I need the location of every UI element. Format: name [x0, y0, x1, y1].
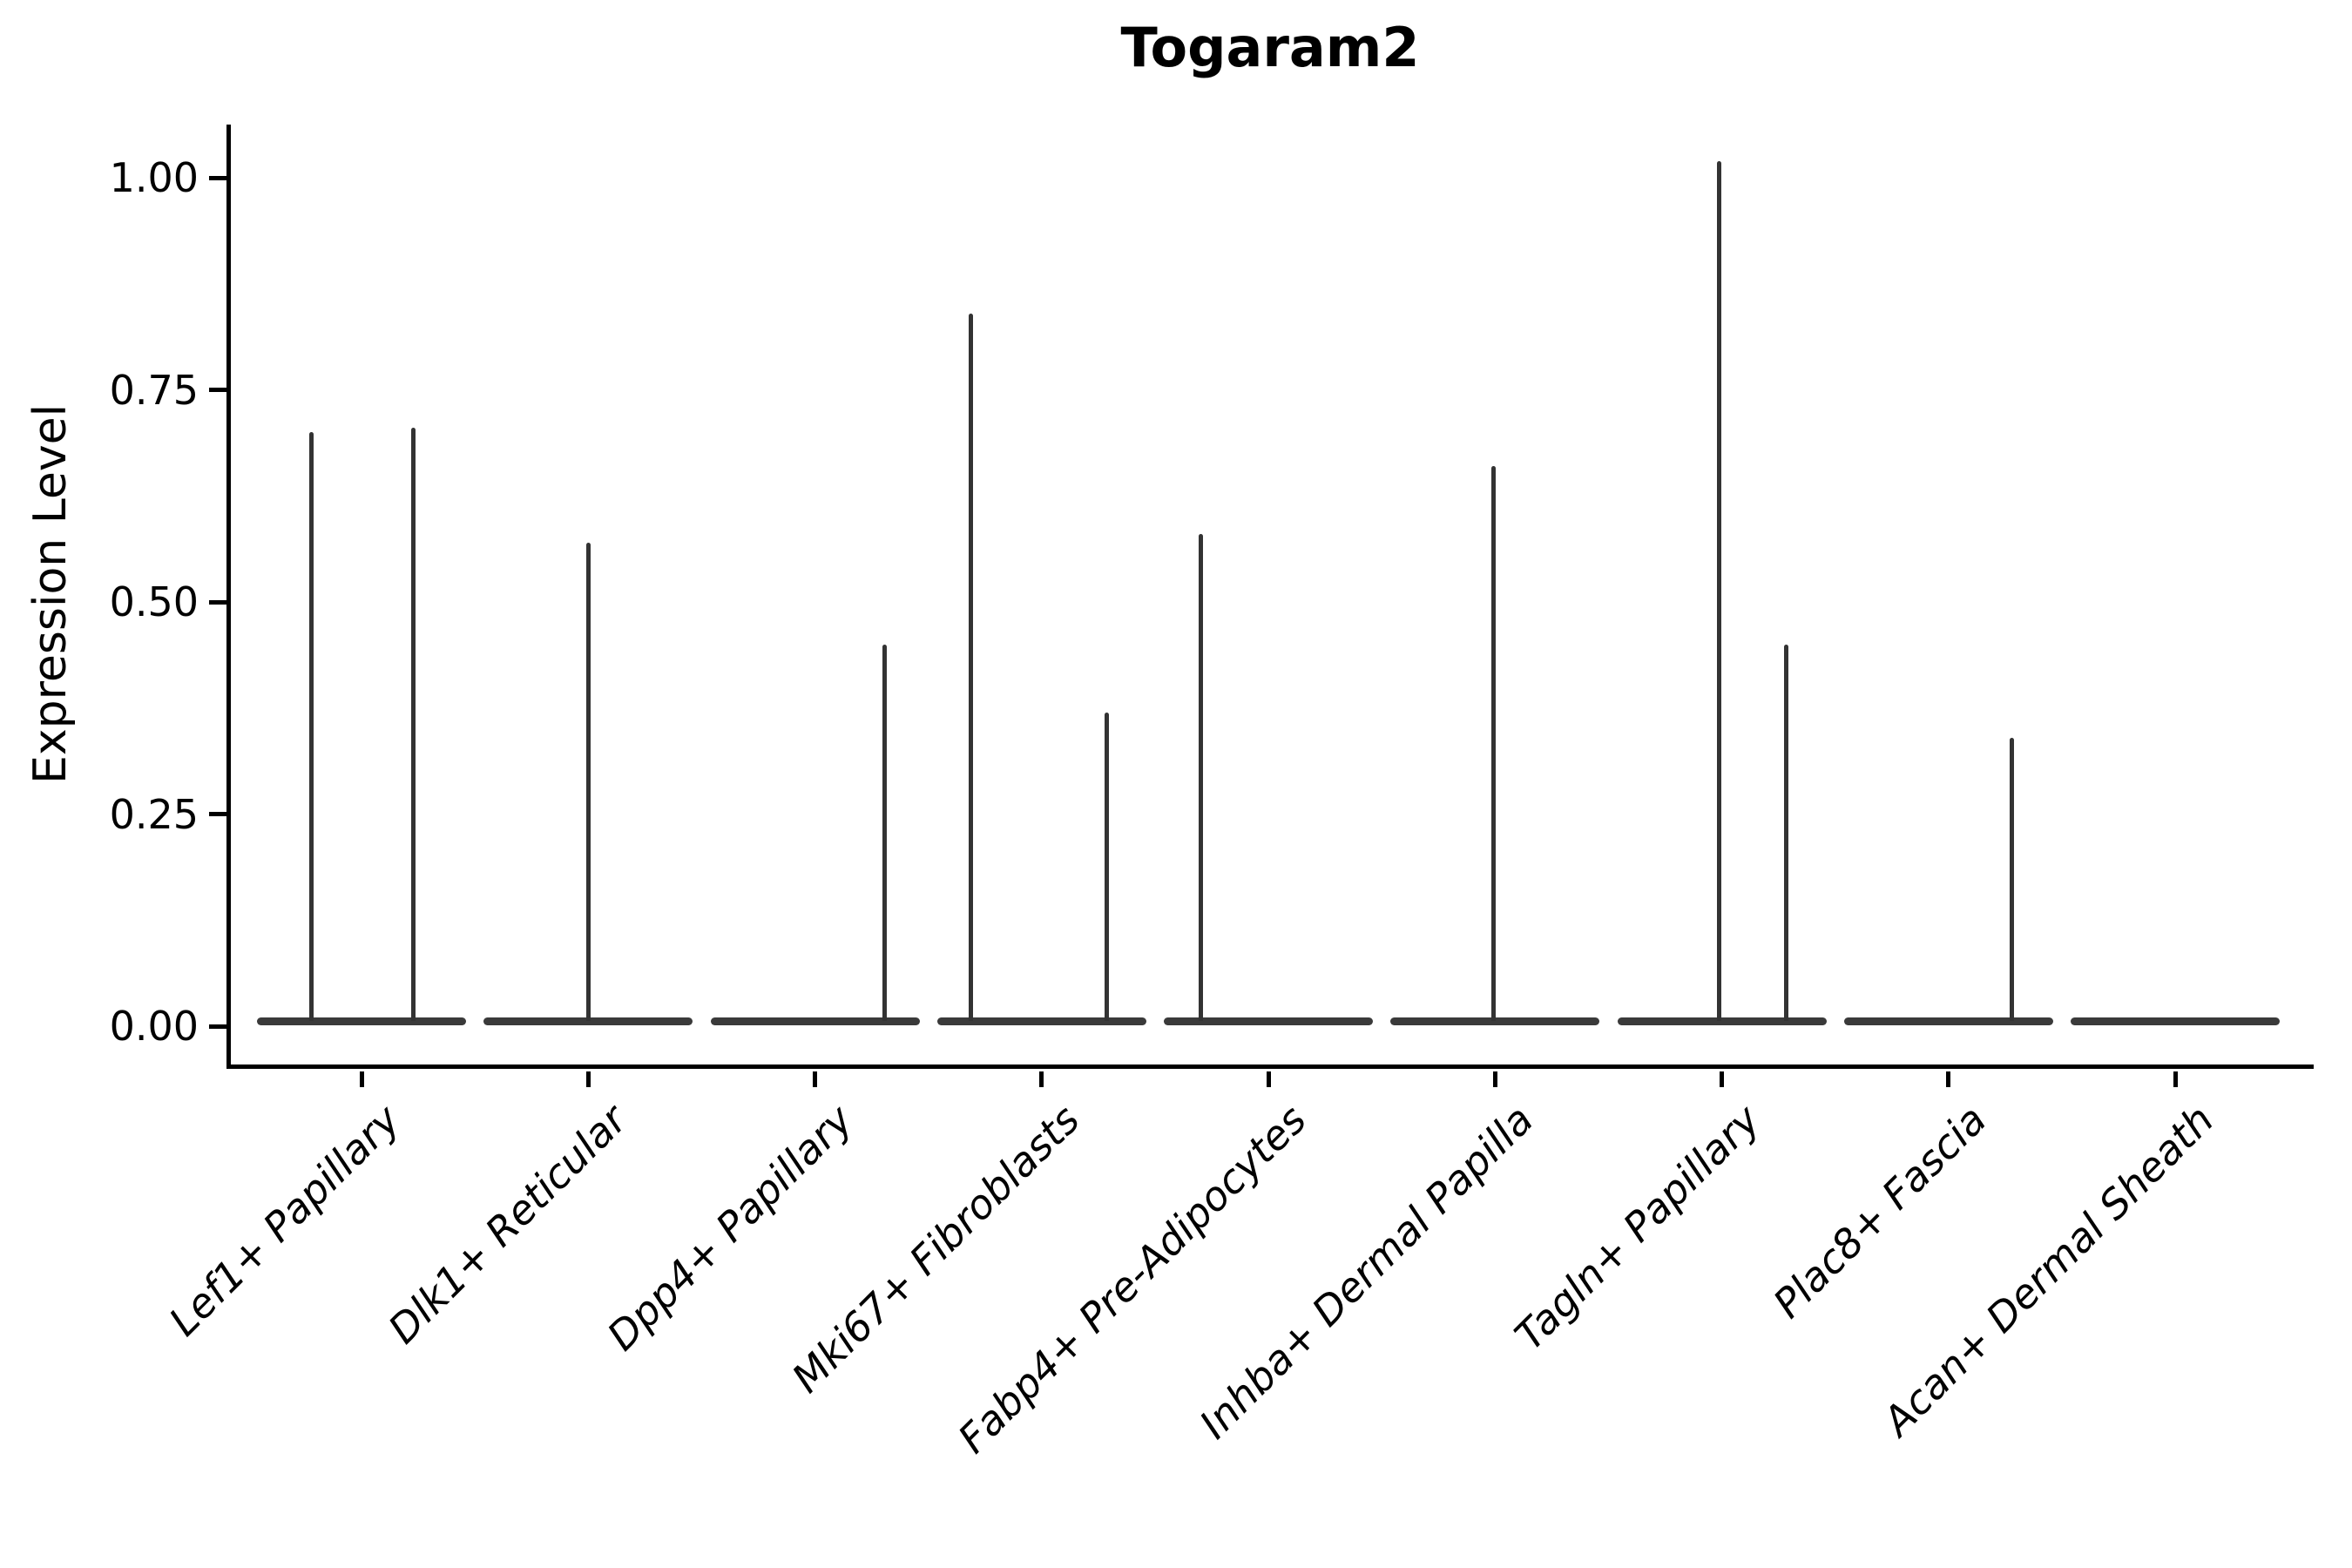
x-tick-mark: [2173, 1071, 2178, 1087]
x-tick-mark: [585, 1071, 591, 1087]
x-axis-category-label: Plac8+ Fascia: [1764, 1096, 1996, 1328]
y-tick-label: 1.00: [109, 154, 199, 201]
violin-base: [483, 1017, 693, 1025]
violin-spike: [1717, 160, 1721, 1021]
x-tick-mark: [1266, 1071, 1271, 1087]
violin-base: [710, 1017, 920, 1025]
violin-spike: [308, 432, 314, 1021]
y-tick-label: 0.75: [109, 366, 199, 414]
x-axis-category-label: Lef1+ Papillary: [159, 1096, 409, 1345]
y-tick-mark: [209, 812, 226, 816]
y-tick-label: 0.00: [109, 1003, 199, 1050]
violin-base: [1164, 1017, 1373, 1025]
y-tick-mark: [209, 599, 226, 605]
violin-spike: [969, 313, 974, 1021]
x-tick-mark: [1946, 1071, 1951, 1087]
y-tick-label: 0.50: [109, 578, 199, 625]
violin-spike: [882, 644, 887, 1021]
x-tick-mark: [1492, 1071, 1497, 1087]
violin-spike: [410, 428, 416, 1021]
violin-base: [2071, 1017, 2280, 1025]
x-axis-category-label: Dpp4+ Papillary: [598, 1096, 862, 1360]
y-tick-mark: [209, 175, 226, 180]
violin-base: [1617, 1017, 1827, 1025]
violin-spike: [1784, 644, 1788, 1021]
violin-spike: [1105, 712, 1110, 1021]
x-tick-mark: [813, 1071, 817, 1087]
x-tick-mark: [359, 1071, 364, 1087]
y-tick-mark: [209, 1024, 226, 1029]
violin-base: [936, 1017, 1146, 1025]
x-tick-mark: [1720, 1071, 1724, 1087]
violin-base: [1390, 1017, 1600, 1025]
violin-spike: [585, 542, 591, 1021]
x-tick-mark: [1039, 1071, 1044, 1087]
y-tick-mark: [209, 388, 226, 392]
y-tick-label: 0.25: [109, 790, 199, 838]
chart-title: Togaram2: [1120, 16, 1420, 79]
violin-base: [257, 1017, 466, 1025]
violin-spike: [2010, 737, 2015, 1021]
violin-base: [1843, 1017, 2053, 1025]
violin-spike: [1198, 534, 1203, 1021]
x-axis-category-label: Dlk1+ Reticular: [378, 1096, 636, 1353]
x-axis-category-label: Tagln+ Papillary: [1505, 1096, 1769, 1360]
plot-panel: [226, 125, 2314, 1069]
violin-spike: [1490, 466, 1496, 1021]
